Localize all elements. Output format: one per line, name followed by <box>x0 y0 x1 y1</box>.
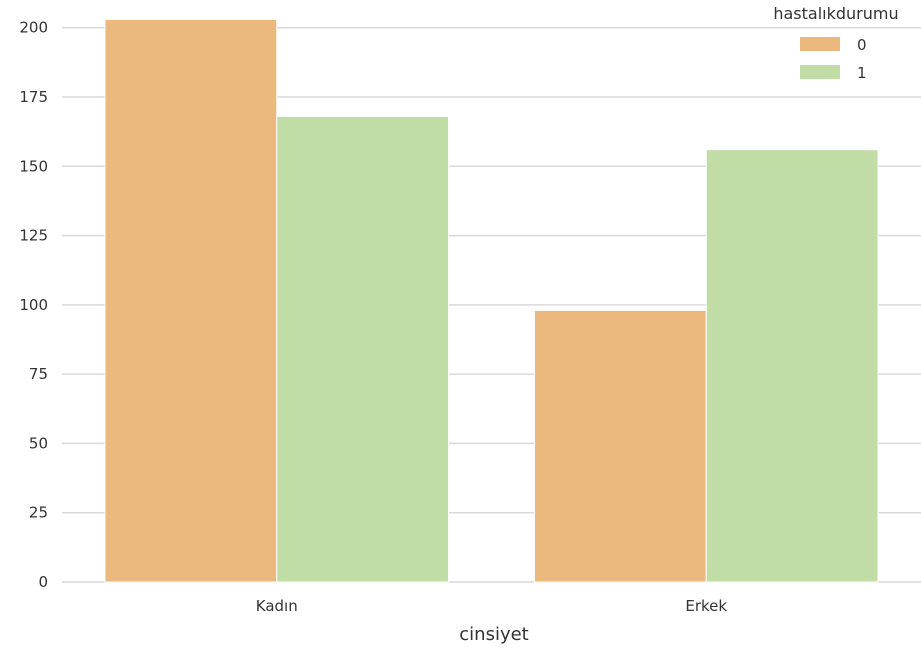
legend: hastalıkdurumu 0 1 <box>773 4 898 82</box>
y-tick-label: 50 <box>29 434 48 452</box>
y-tick-label: 75 <box>29 365 48 383</box>
y-tick-label: 150 <box>19 157 48 175</box>
x-tick-labels: Kadın Erkek <box>256 597 728 615</box>
bar-Erkek-1 <box>705 149 879 583</box>
legend-label-1: 1 <box>857 64 867 82</box>
y-tick-label: 125 <box>19 227 48 245</box>
legend-swatch-0 <box>800 37 840 51</box>
x-tick-label: Erkek <box>685 597 727 615</box>
legend-label-0: 0 <box>857 36 867 54</box>
x-axis-label: cinsiyet <box>459 624 528 645</box>
bar-Erkek-0 <box>533 309 707 583</box>
y-tick-label: 100 <box>19 296 48 314</box>
y-tick-labels: 0 25 50 75 100 125 150 175 200 <box>19 19 48 591</box>
bar-Kadın-1 <box>276 115 450 583</box>
x-tick-label: Kadın <box>256 597 298 615</box>
legend-swatch-1 <box>800 65 840 79</box>
bar-Kadın-0 <box>104 18 278 583</box>
legend-title: hastalıkdurumu <box>773 4 898 23</box>
bars <box>104 18 879 583</box>
y-tick-label: 200 <box>19 19 48 37</box>
y-tick-label: 25 <box>29 504 48 522</box>
y-tick-label: 0 <box>38 573 48 591</box>
y-tick-label: 175 <box>19 88 48 106</box>
